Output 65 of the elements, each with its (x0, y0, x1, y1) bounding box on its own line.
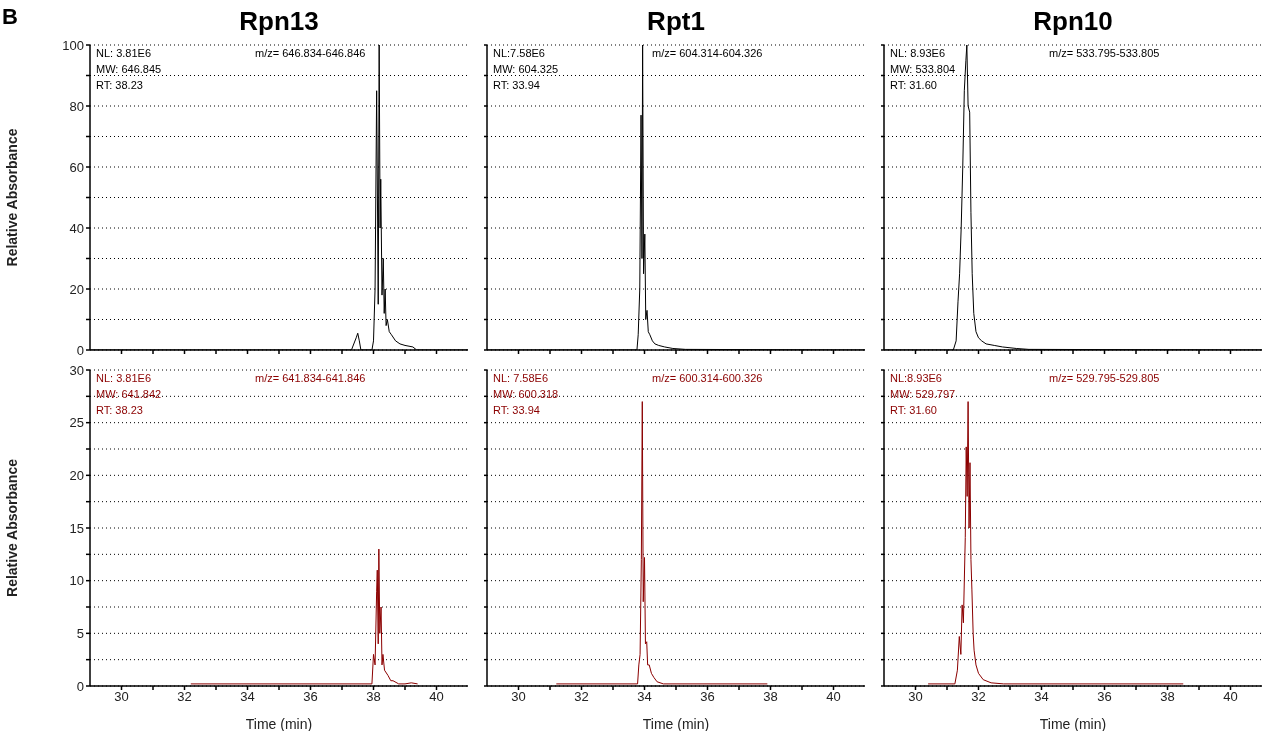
x-tick-label: 32 (971, 689, 986, 705)
annotation: RT: 31.60 (890, 404, 937, 416)
x-tick-label: 38 (1160, 689, 1175, 705)
x-tick-label: 30 (511, 689, 526, 705)
y-tick-label: 25 (69, 415, 84, 431)
y-tick-label: 5 (76, 625, 84, 641)
x-axis-title: Time (min) (245, 716, 313, 732)
x-tick-label: 40 (826, 689, 841, 705)
annotation: m/z= 600.314-600.326 (652, 372, 763, 384)
annotation: NL: 8.93E6 (890, 47, 946, 59)
y-tick-label: 10 (69, 573, 84, 589)
line-series (190, 548, 419, 685)
annotation: NL: 3.81E6 (96, 372, 152, 384)
x-tick-label: 40 (1223, 689, 1238, 705)
annotation: RT: 31.60 (890, 79, 937, 91)
x-tick-label: 38 (763, 689, 778, 705)
x-tick-label: 30 (114, 689, 129, 705)
annotation: RT: 38.23 (96, 404, 143, 416)
chart-title: Rpn13 (238, 5, 320, 38)
x-tick-label: 34 (1034, 689, 1049, 705)
annotation: m/z= 646.834-646.846 (255, 47, 366, 59)
annotation: MW: 600.318 (493, 388, 559, 400)
annotation: m/z= 533.795-533.805 (1049, 47, 1160, 59)
annotation: NL: 3.81E6 (96, 47, 152, 59)
chart-title: Rpt1 (646, 5, 706, 38)
y-tick-label: 30 (69, 362, 84, 378)
annotation: m/z= 641.834-641.846 (255, 372, 366, 384)
annotation: NL: 7.58E6 (493, 372, 549, 384)
y-tick-label: 20 (69, 281, 84, 297)
x-tick-label: 40 (429, 689, 444, 705)
annotation: RT: 38.23 (96, 79, 143, 91)
y-tick-label: 100 (62, 37, 84, 53)
x-tick-label: 36 (303, 689, 318, 705)
x-tick-label: 36 (700, 689, 715, 705)
x-tick-label: 32 (177, 689, 192, 705)
y-tick-label: 60 (69, 159, 84, 175)
annotation: RT: 33.94 (493, 404, 540, 416)
annotation: m/z= 529.795-529.805 (1049, 372, 1160, 384)
y-axis-title: Relative Absorbance (3, 128, 20, 267)
x-axis-title: Time (min) (1039, 716, 1107, 732)
annotation: MW: 641.842 (96, 388, 162, 400)
annotation: NL:7.58E6 (493, 47, 545, 59)
annotation: NL:8.93E6 (890, 372, 942, 384)
annotation: m/z= 604.314-604.326 (652, 47, 763, 59)
annotation: MW: 533.804 (890, 63, 956, 75)
x-axis-title: Time (min) (642, 716, 710, 732)
y-tick-label: 80 (69, 98, 84, 114)
y-tick-label: 20 (69, 467, 84, 483)
y-axis-title: Relative Absorbance (3, 458, 20, 597)
x-tick-label: 34 (240, 689, 255, 705)
y-tick-label: 0 (76, 342, 84, 358)
annotation: MW: 604.325 (493, 63, 559, 75)
y-tick-label: 40 (69, 220, 84, 236)
x-tick-label: 32 (574, 689, 589, 705)
annotation: MW: 646.845 (96, 63, 162, 75)
x-tick-label: 38 (366, 689, 381, 705)
x-tick-label: 36 (1097, 689, 1112, 705)
text: B (2, 4, 18, 30)
y-tick-label: 15 (69, 520, 84, 536)
annotation: MW: 529.797 (890, 388, 956, 400)
x-tick-label: 34 (637, 689, 652, 705)
chart-title: Rpn10 (1032, 5, 1114, 38)
x-tick-label: 30 (908, 689, 923, 705)
annotation: RT: 33.94 (493, 79, 540, 91)
y-tick-label: 0 (76, 678, 84, 694)
